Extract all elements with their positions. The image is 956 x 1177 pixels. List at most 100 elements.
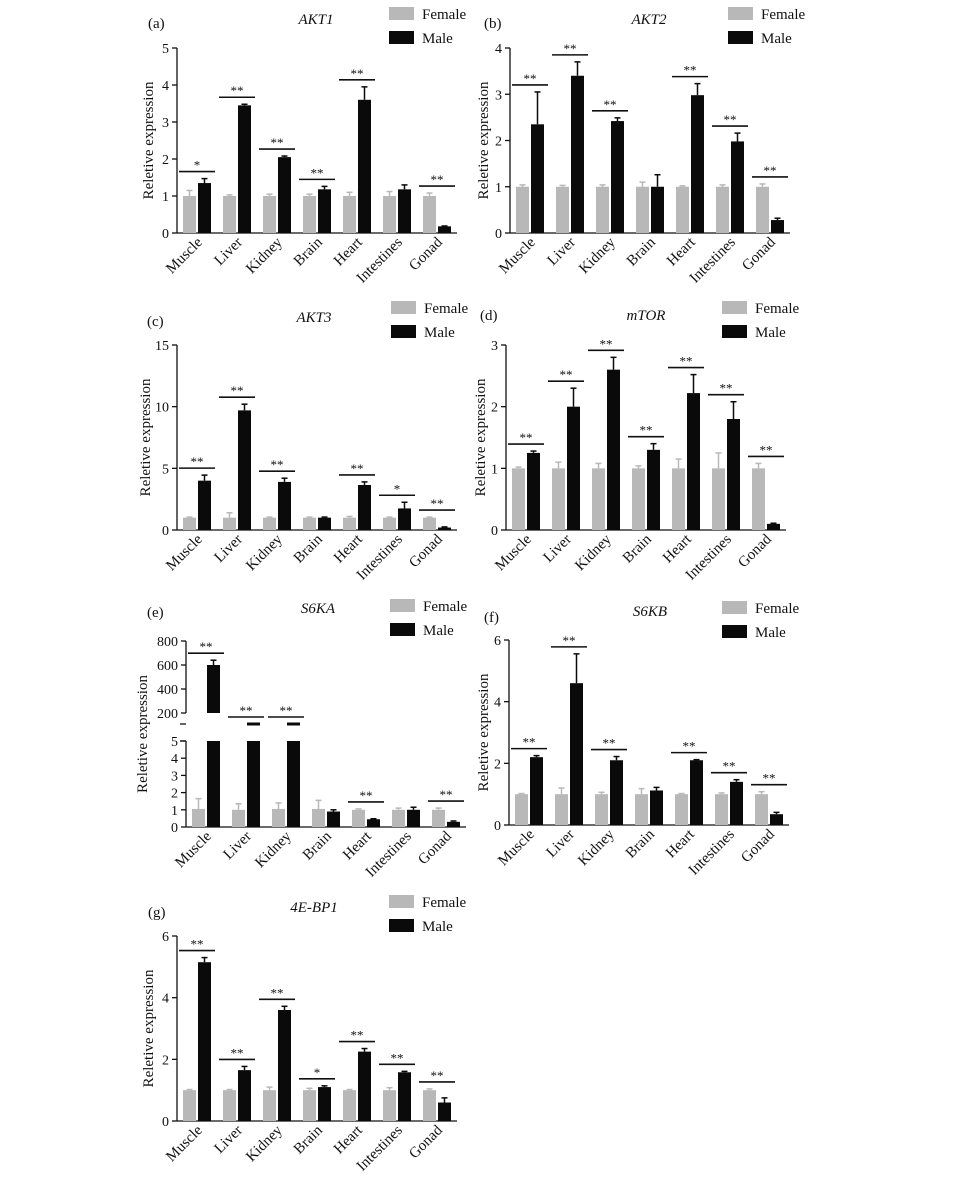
bar-female-liver [223, 1090, 236, 1121]
y-tick-label: 200 [157, 707, 178, 722]
bar-male-gonad [771, 220, 784, 233]
bar-male-kidney [278, 1010, 291, 1121]
y-tick-label: 15 [155, 339, 169, 354]
bar-male-kidney [607, 369, 620, 530]
x-tick-label: Gonad [415, 828, 455, 868]
bar-male-intestines [398, 1072, 411, 1121]
x-tick-label: Kidney [576, 234, 619, 277]
bar-female-heart [675, 794, 688, 825]
significance-marker: ** [760, 442, 773, 457]
x-tick-label: Gonad [406, 234, 446, 274]
legend-label-male: Male [761, 31, 792, 47]
y-tick-label: 2 [171, 787, 178, 802]
bar-male-liver [570, 683, 583, 825]
bar-female-heart [352, 809, 365, 827]
legend-label-male: Male [424, 325, 455, 341]
bar-male-brain [650, 790, 663, 825]
y-tick-label: 800 [157, 635, 178, 650]
chart-panel-5: (e) S6KA Female Male Reletive expression 0 1 2 3… [135, 599, 467, 880]
bar-female-brain [632, 468, 645, 530]
significance-marker: ** [723, 759, 736, 774]
bar-male-liver [247, 741, 260, 827]
y-tick-label: 2 [494, 757, 501, 772]
bar-female-brain [303, 517, 316, 530]
significance-marker: ** [524, 71, 537, 86]
legend-label-female: Female [755, 301, 799, 317]
significance-marker: ** [200, 639, 213, 654]
significance-marker: ** [764, 163, 777, 178]
x-tick-label: Brain [300, 828, 335, 863]
chart-title: AKT2 [630, 12, 667, 28]
chart-panel-1: (a) AKT1 Female Male Reletive expression 0 1 2 3… [141, 7, 466, 286]
y-tick-label: 10 [155, 401, 169, 416]
bar-male-muscle [198, 183, 211, 233]
chart-title: S6KA [301, 601, 336, 617]
y-tick-label: 1 [491, 462, 498, 477]
legend: Female Male [390, 599, 467, 639]
bar-male-muscle-upper [207, 665, 220, 713]
x-tick-label: Heart [340, 828, 375, 863]
chart-panel-6: (f) S6KB Female Male Reletive expression 0 2 4 6… [476, 601, 799, 878]
y-tick-label: 600 [157, 659, 178, 674]
chart-title: AKT1 [297, 12, 333, 28]
bar-male-muscle-lower [207, 741, 220, 827]
significance-marker: ** [231, 383, 244, 398]
legend-swatch-male [728, 31, 753, 44]
legend-label-female: Female [424, 301, 468, 317]
significance-marker: ** [563, 633, 576, 648]
chart-panel-3: (c) AKT3 Female Male Reletive expression 0 5 10… [138, 301, 468, 583]
bar-female-kidney [595, 794, 608, 825]
bar-male-muscle [530, 757, 543, 825]
legend: Female Male [722, 301, 799, 341]
bar-female-kidney [592, 468, 605, 530]
significance-marker: ** [280, 703, 293, 718]
y-tick-label: 0 [162, 1115, 169, 1130]
x-tick-label: Kidney [243, 531, 286, 574]
x-tick-label: Brain [623, 826, 658, 861]
significance-marker: ** [360, 788, 373, 803]
bar-male-gonad [447, 821, 460, 827]
significance-marker: ** [720, 381, 733, 396]
bar-male-muscle [527, 452, 540, 530]
bar-male-kidney [611, 121, 624, 233]
y-tick-label: 0 [171, 821, 178, 836]
significance-marker: ** [271, 135, 284, 150]
x-tick-label: Muscle [163, 1122, 206, 1165]
y-axis-label: Reletive expression [141, 81, 157, 199]
bar-female-kidney [272, 808, 285, 827]
significance-marker: ** [684, 63, 697, 78]
bar-male-liver [571, 75, 584, 233]
significance-marker: ** [231, 1045, 244, 1060]
legend-swatch-female [389, 7, 414, 20]
y-tick-label: 3 [491, 339, 498, 354]
bar-male-heart [687, 393, 700, 530]
chart-title: 4E-BP1 [290, 900, 337, 916]
significance-marker: ** [191, 454, 204, 469]
x-tick-label: Heart [664, 234, 699, 269]
significance-marker: ** [351, 1028, 364, 1043]
bar-female-kidney [263, 1090, 276, 1121]
y-tick-label: 0 [494, 819, 501, 834]
y-tick-label: 4 [171, 752, 178, 767]
y-tick-label: 1 [171, 804, 178, 819]
legend: Female Male [722, 601, 799, 641]
bar-male-gonad [767, 523, 780, 530]
bar-female-brain [303, 196, 316, 233]
bar-female-brain [312, 808, 325, 827]
bar-female-intestines [712, 468, 725, 530]
y-tick-label: 6 [494, 634, 501, 649]
x-tick-label: Brain [291, 234, 326, 269]
bar-female-intestines [716, 186, 729, 233]
legend: Female Male [391, 301, 468, 341]
bar-male-liver [238, 1070, 251, 1121]
x-tick-label: Kidney [252, 828, 295, 871]
bar-male-intestines [407, 809, 420, 827]
y-axis-label: Reletive expression [476, 673, 492, 791]
bar-female-gonad [755, 794, 768, 825]
significance-marker: ** [604, 97, 617, 112]
x-tick-label: Brain [620, 531, 655, 566]
bar-female-intestines [392, 809, 405, 827]
y-tick-label: 3 [495, 88, 502, 103]
y-tick-label: 2 [495, 135, 502, 150]
bar-male-heart [367, 819, 380, 827]
